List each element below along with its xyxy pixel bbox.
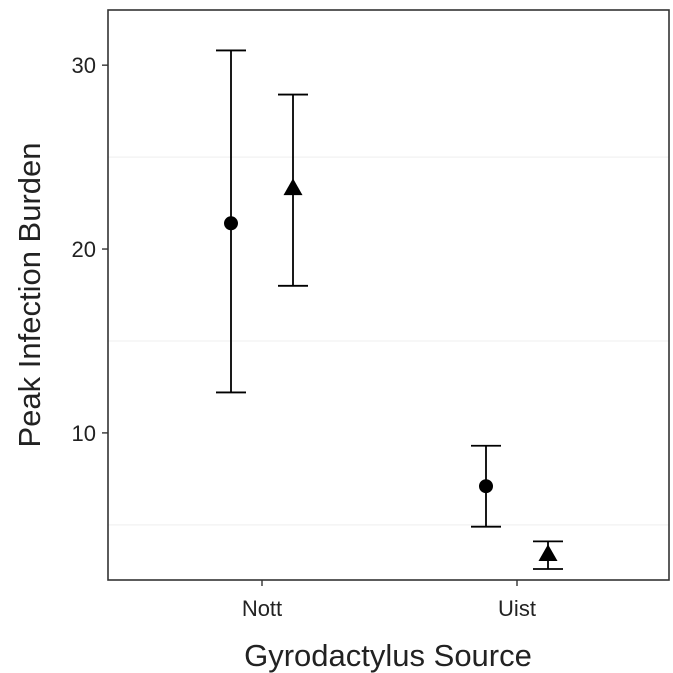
data-point-triangle: [283, 178, 303, 196]
y-tick-label: 10: [72, 421, 96, 446]
data-point-circle: [479, 479, 493, 494]
plot-panel: [107, 9, 670, 581]
x-tick-label: Nott: [242, 596, 282, 621]
data-point-triangle: [538, 544, 558, 561]
grid-layer: [108, 156, 669, 526]
marks-layer: [216, 49, 563, 570]
y-tick-label: 30: [72, 53, 96, 78]
axis-layer: 10 20 30 Nott Uist: [72, 53, 536, 621]
data-point-circle: [224, 216, 238, 231]
x-tick-label: Uist: [498, 596, 536, 621]
y-tick-label: 20: [72, 237, 96, 262]
x-axis-title: Gyrodactylus Source: [244, 638, 532, 673]
y-axis-title: Peak Infection Burden: [12, 142, 47, 447]
